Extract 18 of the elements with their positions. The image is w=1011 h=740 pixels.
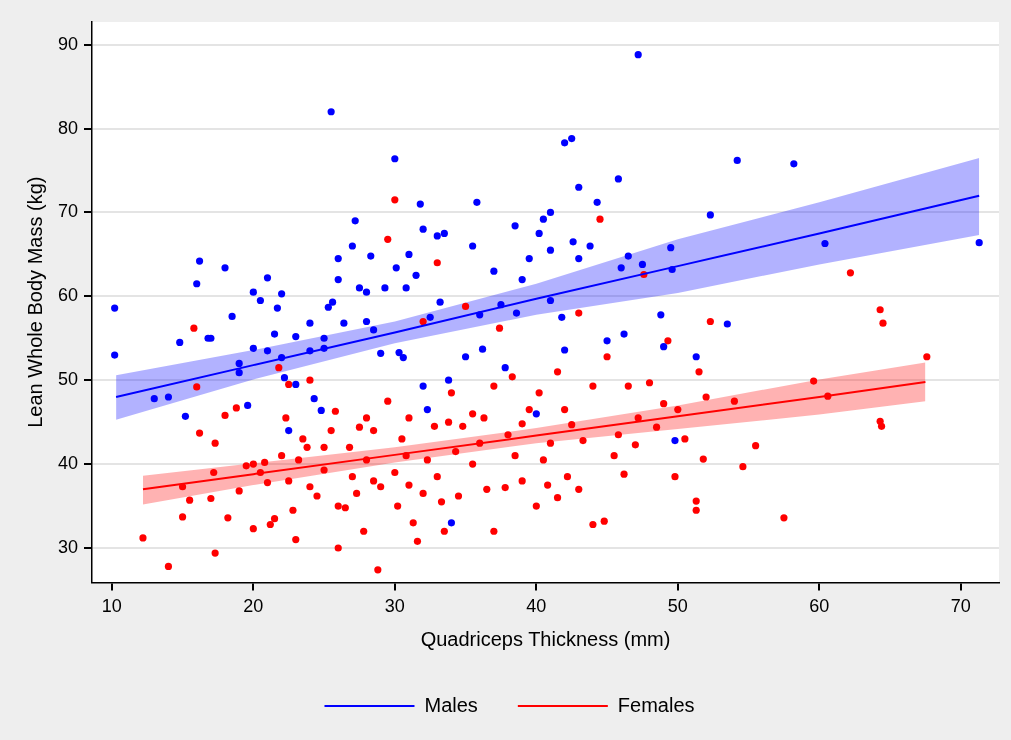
x-tick-label: 60	[809, 596, 830, 617]
x-tick-label: 20	[243, 596, 264, 617]
y-tick-label: 70	[57, 201, 79, 222]
y-tick-label: 90	[57, 33, 79, 54]
y-axis-title: Lean Whole Body Mass (kg)	[23, 176, 46, 428]
legend-label: Males	[424, 693, 478, 716]
y-tick-label: 60	[57, 285, 79, 306]
y-tick-label: 30	[57, 536, 79, 557]
y-tick-label: 40	[57, 453, 79, 474]
legend-label: Females	[617, 693, 695, 716]
y-tick-label: 50	[57, 369, 79, 390]
x-tick-label: 10	[101, 596, 122, 617]
x-tick-label: 30	[384, 596, 405, 617]
x-tick-label: 70	[950, 596, 971, 617]
x-tick-label: 40	[526, 596, 547, 617]
x-axis-title: Quadriceps Thickness (mm)	[420, 627, 671, 650]
x-tick-label: 50	[667, 596, 688, 617]
y-tick-label: 80	[57, 117, 79, 138]
